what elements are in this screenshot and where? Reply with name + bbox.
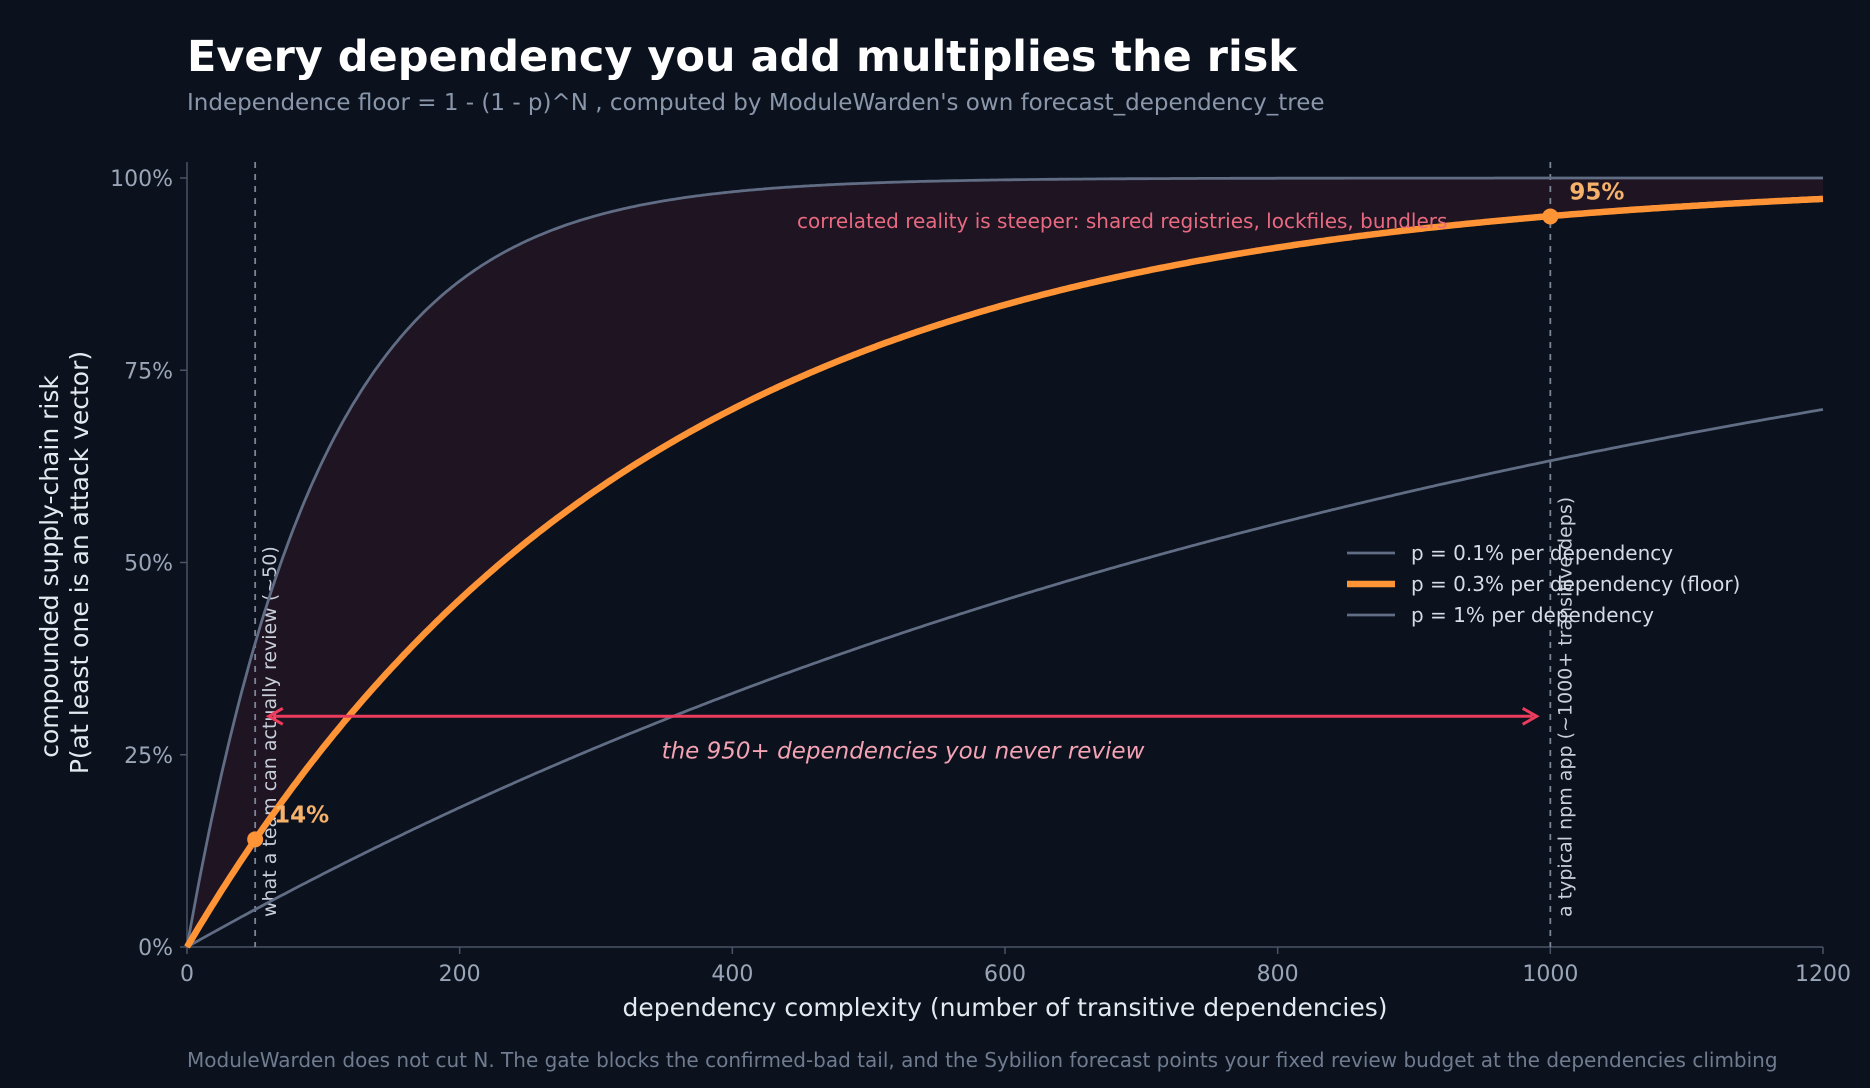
y-tick-label: 50% [124, 552, 173, 577]
y-axis-label-line-1: compounded supply-chain risk [35, 375, 64, 758]
x-tick-label: 0 [180, 962, 194, 987]
highlight-points: 14% 95% [247, 179, 1624, 848]
y-tick-label: 100% [110, 167, 173, 192]
correlated-risk-shade [187, 178, 1823, 947]
x-tick-label: 600 [984, 962, 1026, 987]
legend-label: p = 0.3% per dependency (floor) [1411, 572, 1740, 596]
x-axis-label: dependency complexity (number of transit… [622, 993, 1387, 1022]
vertical-marker-label: a typical npm app (~1000+ transitive dep… [1554, 497, 1576, 917]
vertical-marker-label: what a team can actually review (~50) [259, 546, 281, 917]
unreviewed-span-annotation: the 950+ dependencies you never review [265, 706, 1540, 764]
series-line [185, 176, 1823, 948]
highlight-point-label: 95% [1569, 179, 1624, 205]
legend-label: p = 0.1% per dependency [1411, 541, 1673, 565]
highlight-point-label: 14% [274, 802, 329, 828]
x-tick-label: 800 [1257, 962, 1299, 987]
highlight-point [247, 831, 264, 848]
y-axis-label-line-2: P(at least one is an attack vector) [65, 351, 94, 774]
x-tick-label: 1200 [1795, 962, 1851, 987]
x-tick-label: 200 [439, 962, 481, 987]
span-arrow-head-left [265, 706, 284, 726]
chart-title: Every dependency you add multiplies the … [187, 32, 1298, 82]
axis-ticks: 0 200 400 600 800 1000 1200 0% 25% 50% 75% 100% [110, 167, 1851, 987]
span-arrow-head-right [1521, 706, 1540, 726]
y-tick-label: 0% [138, 936, 173, 961]
footnote: ModuleWarden does not cut N. The gate bl… [187, 1048, 1778, 1072]
correlated-reality-note: correlated reality is steeper: shared re… [797, 209, 1447, 233]
series-line [186, 408, 1824, 949]
y-tick-label: 25% [124, 744, 173, 769]
chart-subtitle: Independence floor = 1 - (1 - p)^N , com… [187, 90, 1325, 116]
legend: p = 0.1% per dependency p = 0.3% per depe… [1347, 541, 1740, 627]
y-tick-label: 75% [124, 359, 173, 384]
legend-label: p = 1% per dependency [1411, 603, 1654, 627]
y-axis-label: compounded supply-chain risk P(at least … [35, 351, 94, 774]
highlight-point [1542, 208, 1559, 225]
x-tick-label: 400 [711, 962, 753, 987]
span-label: the 950+ dependencies you never review [662, 738, 1145, 764]
x-tick-label: 1000 [1522, 962, 1578, 987]
